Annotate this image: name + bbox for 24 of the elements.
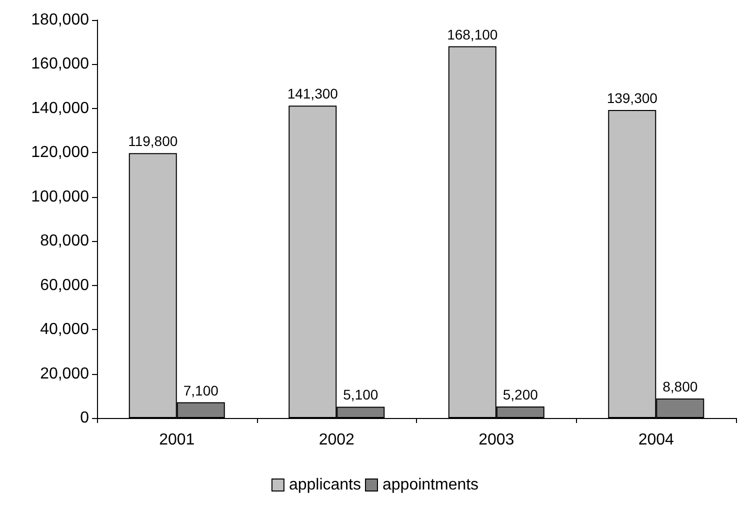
y-tick-label: 40,000 (40, 321, 90, 338)
data-label: 8,800 (662, 378, 698, 395)
data-label: 5,200 (502, 386, 538, 402)
y-tick-label: 20,000 (40, 365, 90, 382)
data-label: 139,300 (606, 90, 658, 106)
y-tick-label: 180,000 (31, 12, 90, 28)
data-label: 141,300 (287, 86, 338, 102)
y-tick-label: 60,000 (40, 276, 90, 294)
x-tick-label: 2003 (478, 432, 514, 448)
data-label: 7,100 (183, 382, 219, 398)
data-label: 119,800 (128, 133, 178, 150)
data-label: 5,100 (343, 386, 378, 403)
y-tick-label: 0 (80, 410, 90, 426)
y-tick-label: 140,000 (31, 100, 90, 117)
x-tick-label: 2001 (159, 432, 195, 448)
x-tick-label: 2002 (318, 432, 355, 448)
y-tick-label: 160,000 (31, 56, 90, 73)
x-tick-label: 2004 (638, 432, 674, 448)
y-tick-label: 80,000 (40, 232, 90, 250)
y-tick-label: 100,000 (31, 188, 90, 206)
y-tick-label: 120,000 (31, 144, 90, 162)
legend-label: applicants (288, 476, 361, 494)
data-label: 168,100 (447, 26, 498, 42)
legend-label: appointments (382, 476, 479, 494)
